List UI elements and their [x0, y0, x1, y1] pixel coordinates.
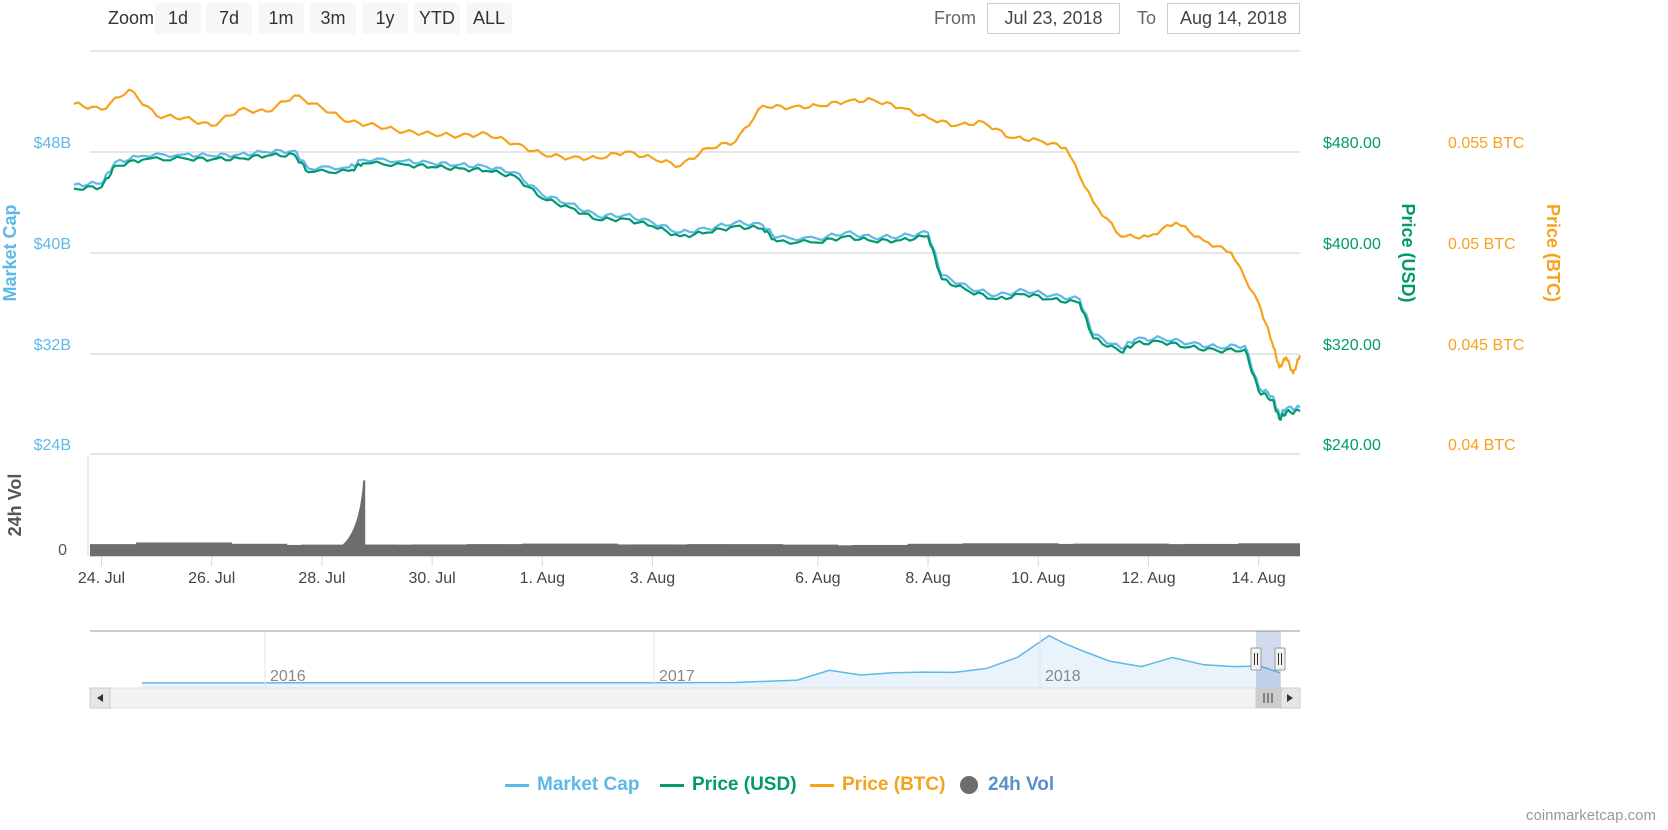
tick-x-1: 26. Jul	[188, 570, 235, 587]
tick-x-5: 3. Aug	[630, 570, 675, 587]
credits-link[interactable]: coinmarketcap.com	[1525, 807, 1656, 824]
navigator-label-0: 2016	[270, 668, 306, 685]
legend-price-btc-label: Price (BTC)	[842, 774, 946, 795]
series-market-cap-line	[73, 148, 1301, 417]
volume-column-15	[852, 544, 949, 556]
zoom-ytd-button[interactable]: YTD	[414, 3, 460, 34]
tick-market-cap-0: $48B	[34, 135, 71, 152]
navigator-handle-right	[1274, 647, 1286, 671]
volume-column-7	[411, 544, 508, 556]
axis-labels: Market Cap Price (USD) Price (BTC) 24h V…	[0, 203, 1563, 536]
tick-price-usd-1: $400.00	[1323, 236, 1381, 253]
line-series	[73, 88, 1302, 421]
tick-x-4: 1. Aug	[520, 570, 565, 587]
volume-column-22	[1238, 543, 1300, 556]
volume-column-20	[1128, 544, 1225, 556]
tick-price-btc-3: 0.04 BTC	[1448, 437, 1516, 454]
zoom-1y-button[interactable]: 1y	[362, 3, 408, 34]
legend-24h-vol-swatch	[960, 776, 978, 794]
tick-price-usd-0: $480.00	[1323, 135, 1381, 152]
legend-price-btc[interactable]: Price (BTC)	[810, 772, 945, 798]
legend-price-btc-swatch	[810, 783, 834, 787]
to-date-input[interactable]	[1167, 3, 1300, 34]
scrollbar-track	[89, 687, 1301, 709]
navigator-label-2: 2018	[1045, 668, 1081, 685]
zoom-1m-button[interactable]: 1m	[258, 3, 304, 34]
volume-column-6	[356, 544, 453, 556]
zoom-all-button[interactable]: ALL	[466, 3, 512, 34]
axis-title-24h-vol: 24h Vol	[5, 474, 25, 537]
axis-title-price-usd: Price (USD)	[1398, 203, 1418, 302]
tick-x-3: 30. Jul	[409, 570, 456, 587]
series-price-btc-line	[73, 88, 1302, 375]
volume-column-10	[576, 544, 673, 556]
series-price-usd-line	[73, 152, 1301, 421]
tick-x-7: 8. Aug	[905, 570, 950, 587]
legend-24h-vol[interactable]: 24h Vol	[960, 772, 1054, 798]
axis-ticks: $48B $40B $32B $24B $480.00 $400.00 $320.00 $24…	[34, 135, 1525, 587]
legend-price-usd-label: Price (USD)	[692, 774, 797, 795]
zoom-1d-button[interactable]: 1d	[155, 3, 201, 34]
navigator-label-1: 2017	[659, 668, 695, 685]
scrollbar-left-arrow-icon	[97, 694, 103, 702]
legend-market-cap-label: Market Cap	[537, 774, 640, 795]
volume-column-14	[797, 545, 894, 556]
volume-column-12	[687, 544, 784, 556]
from-label: From	[934, 8, 976, 28]
volume-column-5	[337, 480, 366, 556]
zoom-3m-button[interactable]: 3m	[310, 3, 356, 34]
tick-price-usd-2: $320.00	[1323, 337, 1381, 354]
scrollbar-right-arrow-icon	[1287, 694, 1293, 702]
tick-price-btc-2: 0.045 BTC	[1448, 337, 1524, 354]
tick-x-2: 28. Jul	[298, 570, 345, 587]
tick-volume-0: 0	[58, 542, 67, 559]
volume-column-11	[632, 544, 729, 556]
tick-price-usd-3: $240.00	[1323, 437, 1381, 454]
legend-price-usd-swatch	[660, 783, 684, 787]
tick-x-8: 10. Aug	[1011, 570, 1065, 587]
axis-title-market-cap: Market Cap	[0, 204, 20, 301]
tick-market-cap-3: $24B	[34, 437, 71, 454]
tick-market-cap-2: $32B	[34, 337, 71, 354]
to-label: To	[1137, 8, 1157, 28]
tick-x-9: 12. Aug	[1121, 570, 1175, 587]
volume-column-13	[742, 544, 839, 556]
volume-column-3	[246, 544, 343, 556]
navigator-handle-left	[1250, 647, 1262, 671]
navigator-area	[141, 635, 1280, 688]
axis-title-price-btc: Price (BTC)	[1543, 204, 1563, 302]
tick-x-6: 6. Aug	[795, 570, 840, 587]
volume-column-8	[466, 544, 563, 556]
zoom-7d-button[interactable]: 7d	[206, 3, 252, 34]
volume-series	[90, 480, 1300, 556]
legend-market-cap[interactable]: Market Cap	[505, 772, 639, 798]
zoom-label: Zoom	[108, 8, 155, 28]
tick-x-0: 24. Jul	[78, 570, 125, 587]
navigator-line	[141, 634, 1281, 684]
from-date-input[interactable]	[987, 3, 1120, 34]
tick-price-btc-0: 0.055 BTC	[1448, 135, 1524, 152]
tick-price-btc-1: 0.05 BTC	[1448, 236, 1516, 253]
navigator[interactable]: 2016 2017 2018	[89, 630, 1301, 709]
tick-x-10: 14. Aug	[1232, 570, 1286, 587]
chart-grid	[87, 50, 1300, 557]
legend-24h-vol-label: 24h Vol	[988, 774, 1055, 795]
legend-price-usd[interactable]: Price (USD)	[660, 772, 797, 798]
tick-market-cap-1: $40B	[34, 236, 71, 253]
legend-market-cap-swatch	[505, 783, 529, 787]
